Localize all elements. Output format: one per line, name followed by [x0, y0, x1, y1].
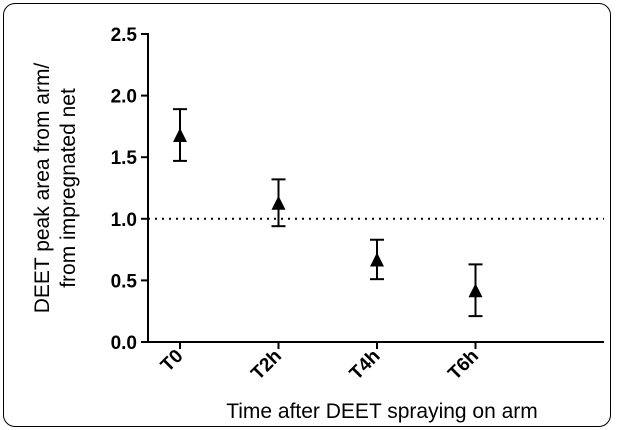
y-axis-label: DEET peak area from arm/from impregnated…: [31, 63, 80, 314]
x-tick-label: T4h: [346, 346, 385, 385]
data-point-triangle: [173, 128, 187, 143]
data-marks: [173, 108, 483, 318]
x-tick-label: T2h: [247, 346, 286, 385]
y-axis-label-line: DEET peak area from arm/: [31, 63, 54, 314]
data-point-triangle: [271, 195, 286, 210]
figure-frame: [3, 3, 611, 427]
y-tick-label: 0.5: [111, 271, 138, 292]
axes: [147, 33, 604, 343]
data-point-triangle: [370, 252, 384, 267]
x-tick-label: T0: [157, 346, 188, 377]
y-tick-label: 1.0: [111, 210, 137, 231]
x-axis-label: Time after DEET spraying on arm: [226, 400, 538, 423]
y-axis-label-line: from impregnated net: [57, 88, 80, 288]
y-tick-label: 0.0: [111, 333, 137, 354]
y-tick-label: 1.5: [111, 148, 138, 169]
x-ticks: T0 T2h T4h T6h: [157, 342, 483, 384]
y-tick-label: 2.5: [111, 25, 138, 46]
y-tick-label: 2.0: [111, 87, 137, 108]
y-ticks: 0.0 0.5 1.0 1.5 2.0 2.5: [111, 25, 148, 354]
data-point-triangle: [468, 283, 483, 298]
x-tick-label: T6h: [444, 346, 483, 385]
